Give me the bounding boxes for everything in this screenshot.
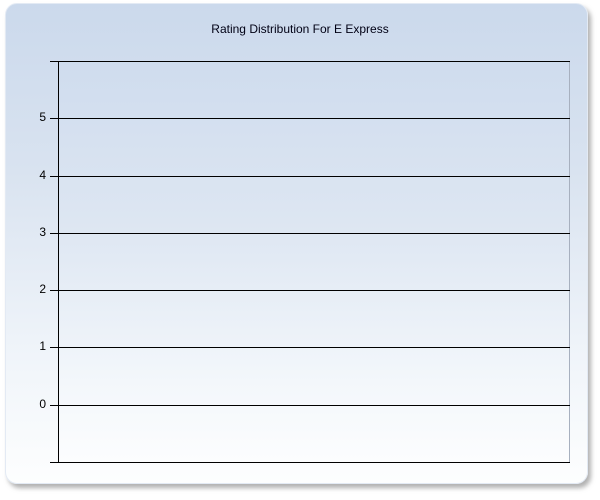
gridline — [50, 347, 570, 348]
gridline — [50, 405, 570, 406]
gridline — [50, 233, 570, 234]
y-axis-tick-label: 0 — [39, 397, 46, 411]
y-axis-tick-label: 4 — [39, 168, 46, 182]
y-axis-tick-label: 3 — [39, 225, 46, 239]
gridline — [50, 118, 570, 119]
gridline — [50, 290, 570, 291]
y-axis-tick-label: 1 — [39, 339, 46, 353]
gridline — [50, 176, 570, 177]
plot-top-border — [50, 61, 570, 62]
chart-title: Rating Distribution For E Express — [211, 22, 389, 36]
y-axis-tick-label: 2 — [39, 282, 46, 296]
y-axis-line — [58, 61, 59, 463]
y-axis-tick-label: 5 — [39, 110, 46, 124]
plot-area — [58, 61, 570, 462]
plot-bottom-border — [50, 462, 570, 463]
